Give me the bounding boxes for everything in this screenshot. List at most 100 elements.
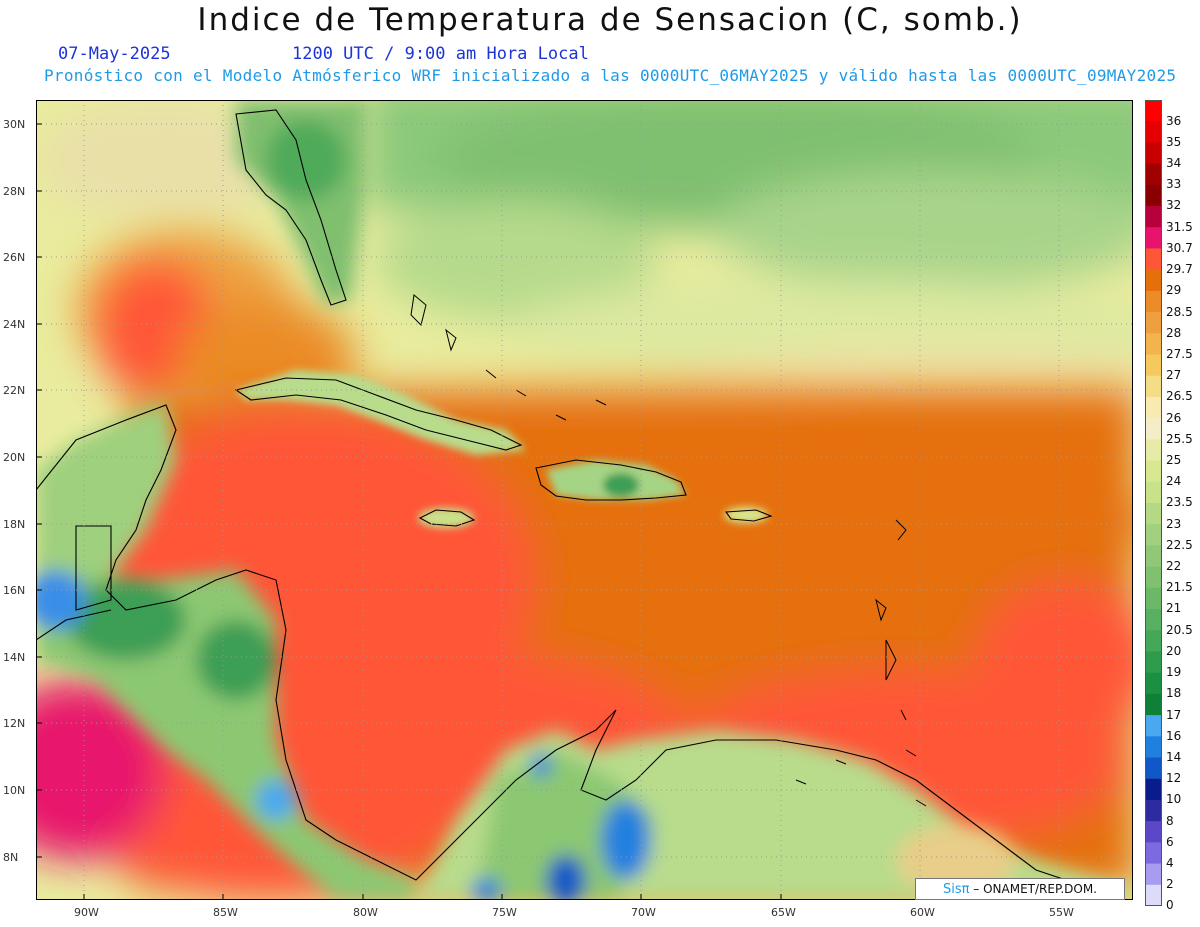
colorbar-label: 16 <box>1166 728 1182 743</box>
heat-index-map <box>36 100 1133 900</box>
colorbar-swatch <box>1145 884 1161 906</box>
colorbar-swatch <box>1145 693 1161 716</box>
colorbar-swatch <box>1145 163 1161 186</box>
colorbar-swatch <box>1145 290 1161 313</box>
colorbar-label: 12 <box>1166 771 1182 786</box>
colorbar-label: 29.7 <box>1166 262 1193 277</box>
colorbar-swatch <box>1145 503 1161 525</box>
colorbar-label: 31.5 <box>1166 219 1193 234</box>
colorbar-swatch <box>1145 354 1161 377</box>
colorbar-label: 20 <box>1166 643 1182 658</box>
colorbar-swatch <box>1145 333 1161 356</box>
colorbar-label: 29 <box>1166 283 1182 298</box>
land-south-america <box>416 730 1133 900</box>
credit-text: – ONAMET/REP.DOM. <box>973 882 1097 896</box>
colorbar-swatch <box>1145 587 1161 610</box>
coastlines <box>36 109 1097 891</box>
colorbar-swatch <box>1145 121 1161 143</box>
small-islands <box>410 294 927 807</box>
credit-box: Sisπ – ONAMET/REP.DOM. <box>915 878 1125 900</box>
colorbar-label: 0 <box>1166 898 1174 913</box>
colorbar-label: 21 <box>1166 601 1182 616</box>
colorbar-label: 4 <box>1166 856 1174 870</box>
credit-brand: Sisπ <box>942 882 970 897</box>
lon-label: 70W <box>631 906 656 919</box>
colorbar-swatch <box>1145 269 1161 292</box>
colorbar-label: 36 <box>1166 113 1182 128</box>
heat-field-north <box>36 100 1133 450</box>
colorbar-swatch <box>1145 184 1161 207</box>
colorbar-swatch <box>1145 396 1161 419</box>
colorbar-label: 27 <box>1166 368 1182 383</box>
colorbar-swatch <box>1145 460 1161 483</box>
model-info-line: Pronóstico con el Modelo Atmósferico WRF… <box>44 66 1177 85</box>
colorbar-swatch <box>1145 651 1161 674</box>
colorbar-label: 14 <box>1166 749 1182 764</box>
colorbar-label: 20.5 <box>1166 622 1193 637</box>
colorbar-swatch <box>1145 206 1161 228</box>
colorbar-label: 8 <box>1166 813 1174 828</box>
lon-label: 60W <box>910 906 935 919</box>
colorbar-label: 26 <box>1166 410 1182 425</box>
colorbar-label: 25.5 <box>1166 431 1193 446</box>
colorbar-label: 10 <box>1166 792 1182 807</box>
colorbar-swatch <box>1145 863 1161 886</box>
colorbar-label: 34 <box>1166 156 1182 170</box>
lat-label: 16N <box>3 584 26 597</box>
colorbar-swatch <box>1145 312 1161 334</box>
colorbar-label: 26.5 <box>1166 389 1193 404</box>
lat-label: 30N <box>3 118 26 131</box>
lon-label: 75W <box>492 906 517 919</box>
lat-label: 24N <box>3 318 26 331</box>
colorbar-swatch <box>1145 842 1161 865</box>
colorbar-swatch <box>1145 375 1161 398</box>
colorbar-label: 25 <box>1166 453 1182 467</box>
lon-label: 85W <box>213 906 238 919</box>
lat-label: 28N <box>3 185 26 198</box>
forecast-date: 07-May-2025 <box>58 44 171 64</box>
colorbar-label: 24 <box>1166 474 1182 489</box>
colorbar-label: 2 <box>1166 877 1174 892</box>
colorbar <box>1145 100 1162 906</box>
colorbar-label: 27.5 <box>1166 346 1193 361</box>
colorbar-label: 32 <box>1166 198 1182 213</box>
land-cuba <box>236 370 526 455</box>
colorbar-swatch <box>1145 672 1161 695</box>
colorbar-label: 28.5 <box>1166 304 1193 319</box>
colorbar-label: 6 <box>1166 834 1174 849</box>
colorbar-swatch <box>1145 757 1161 780</box>
colorbar-swatch <box>1145 545 1161 568</box>
colorbar-label: 35 <box>1166 134 1182 149</box>
lat-label: 26N <box>3 251 26 264</box>
lat-label: 20N <box>3 451 26 464</box>
colorbar-label: 28 <box>1166 325 1182 340</box>
chart-title: Indice de Temperatura de Sensacion (C, s… <box>197 2 1023 38</box>
colorbar-swatch <box>1145 799 1161 822</box>
colorbar-swatch <box>1145 566 1161 589</box>
colorbar-label: 33 <box>1166 177 1182 192</box>
colorbar-swatch <box>1145 630 1161 652</box>
lat-label: 8N <box>3 851 19 864</box>
colorbar-swatch <box>1145 715 1161 737</box>
colorbar-label: 17 <box>1166 707 1182 722</box>
colorbar-label: 22.5 <box>1166 537 1193 552</box>
colorbar-frame <box>1145 100 1162 906</box>
forecast-time: 1200 UTC / 9:00 am Hora Local <box>292 44 589 64</box>
colorbar-label: 21.5 <box>1166 580 1193 595</box>
colorbar-swatch <box>1145 481 1161 504</box>
colorbar-swatch <box>1145 821 1161 843</box>
map-frame <box>36 100 1133 900</box>
lon-label: 65W <box>771 906 796 919</box>
colorbar-label: 30.7 <box>1166 240 1193 255</box>
graticule <box>36 100 1133 900</box>
land-central-america <box>36 400 416 900</box>
colorbar-label: 22 <box>1166 559 1182 573</box>
colorbar-swatch <box>1145 524 1161 546</box>
colorbar-swatch <box>1145 100 1161 122</box>
lat-label: 12N <box>3 717 26 730</box>
colorbar-label: 23 <box>1166 516 1182 531</box>
colorbar-swatch <box>1145 142 1161 165</box>
colorbar-swatch <box>1145 227 1161 249</box>
colorbar-label: 19 <box>1166 665 1182 680</box>
colorbar-swatch <box>1145 439 1161 462</box>
